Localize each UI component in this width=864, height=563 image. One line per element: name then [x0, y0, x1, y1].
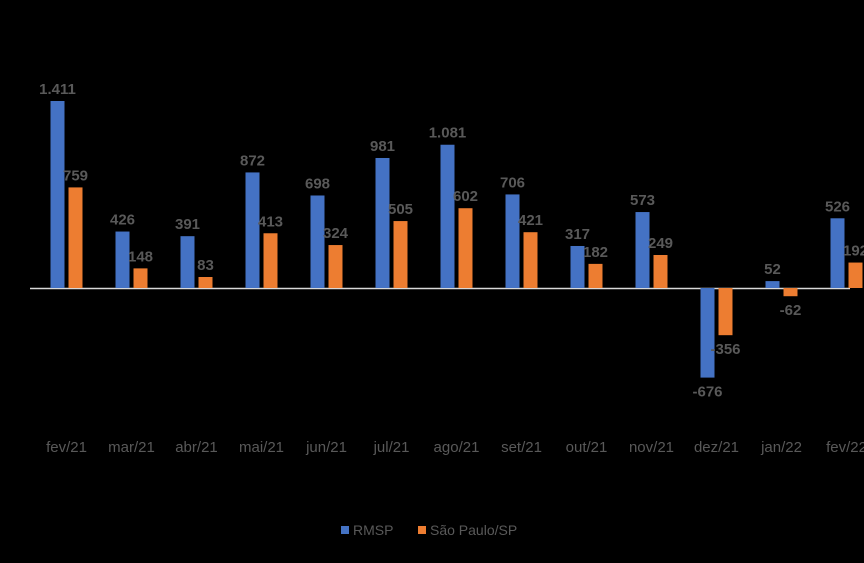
x-tick-label: ago/21 [434, 439, 480, 456]
data-label-sao-paulo: -356 [710, 341, 740, 358]
value-labels-group: 1.411 759 426 148 391 83 872 413 698 324 981 505 1.0… [39, 81, 864, 401]
legend: RMSP São Paulo/SP [341, 522, 517, 538]
data-label-sao-paulo: 759 [63, 167, 88, 184]
data-label-sao-paulo: -62 [780, 302, 802, 319]
bar-rmsp [700, 288, 715, 378]
bars-group [50, 101, 863, 378]
bar-rmsp [830, 218, 845, 288]
bar-sao-paulo [783, 288, 798, 297]
data-label-rmsp: 573 [630, 192, 655, 209]
bar-sao-paulo [198, 277, 213, 288]
data-label-rmsp: 526 [825, 198, 850, 215]
data-label-rmsp: 391 [175, 216, 200, 233]
bar-sao-paulo [133, 268, 148, 288]
bar-sao-paulo [393, 221, 408, 288]
bar-sao-paulo [718, 288, 733, 336]
x-tick-label: nov/21 [629, 439, 674, 456]
x-tick-label: mar/21 [108, 439, 155, 456]
data-label-rmsp: 872 [240, 152, 265, 169]
bar-sao-paulo [588, 263, 603, 288]
data-label-rmsp: 426 [110, 212, 135, 229]
bar-sao-paulo [523, 232, 538, 288]
data-label-sao-paulo: 192 [843, 243, 864, 260]
x-tick-label: out/21 [566, 439, 608, 456]
bar-rmsp [310, 195, 325, 288]
x-tick-label: set/21 [501, 439, 542, 456]
bar-rmsp [635, 212, 650, 288]
bar-sao-paulo [263, 233, 278, 288]
data-label-rmsp: 317 [565, 226, 590, 243]
x-tick-label: jun/21 [305, 439, 347, 456]
bar-rmsp [440, 144, 455, 288]
bar-sao-paulo [68, 187, 83, 288]
data-label-sao-paulo: 505 [388, 201, 413, 218]
x-tick-label: mai/21 [239, 439, 284, 456]
x-tick-label: dez/21 [694, 439, 739, 456]
legend-swatch-sao-paulo [418, 526, 426, 534]
legend-label-sao-paulo: São Paulo/SP [430, 522, 517, 538]
data-label-rmsp: 52 [764, 261, 781, 278]
data-label-rmsp: -676 [692, 384, 722, 401]
x-tick-label: abr/21 [175, 439, 218, 456]
bar-rmsp [570, 245, 585, 288]
data-label-sao-paulo: 324 [323, 225, 349, 242]
legend-label-rmsp: RMSP [353, 522, 393, 538]
data-label-sao-paulo: 182 [583, 244, 608, 261]
bar-rmsp [765, 281, 780, 288]
x-tick-labels: fev/21 mar/21 abr/21 mai/21 jun/21 jul/21 ago/… [46, 439, 864, 456]
data-label-sao-paulo: 602 [453, 188, 478, 205]
data-label-sao-paulo: 83 [197, 257, 214, 274]
legend-swatch-rmsp [341, 526, 349, 534]
bar-rmsp [50, 101, 65, 288]
data-label-sao-paulo: 249 [648, 235, 673, 252]
bar-rmsp [245, 172, 260, 288]
bar-sao-paulo [653, 255, 668, 288]
data-label-rmsp: 1.411 [39, 81, 76, 98]
data-label-rmsp: 706 [500, 174, 525, 191]
data-label-sao-paulo: 413 [258, 213, 283, 230]
bar-rmsp [505, 194, 520, 288]
bar-sao-paulo [458, 208, 473, 288]
x-tick-label: jan/22 [760, 439, 802, 456]
data-label-sao-paulo: 421 [518, 212, 543, 229]
bar-rmsp [180, 236, 195, 288]
data-label-rmsp: 698 [305, 175, 330, 192]
x-tick-label: jul/21 [373, 439, 410, 456]
data-label-sao-paulo: 148 [128, 248, 153, 265]
bar-sao-paulo [328, 245, 343, 288]
x-tick-label: fev/21 [46, 439, 87, 456]
data-label-rmsp: 1.081 [429, 125, 467, 142]
bar-sao-paulo [848, 262, 863, 288]
bar-rmsp [115, 231, 130, 288]
data-label-rmsp: 981 [370, 138, 395, 155]
x-tick-label: fev/22 [826, 439, 864, 456]
bar-rmsp [375, 157, 390, 288]
